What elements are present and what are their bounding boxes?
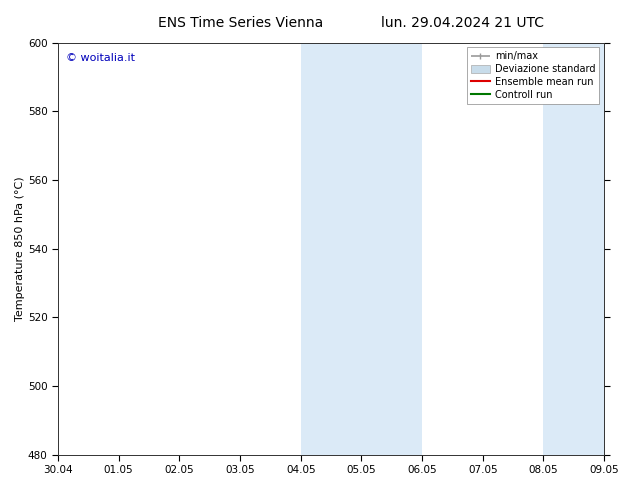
Bar — [361, 43, 422, 455]
Text: © woitalia.it: © woitalia.it — [66, 53, 135, 63]
Text: lun. 29.04.2024 21 UTC: lun. 29.04.2024 21 UTC — [381, 16, 545, 30]
Text: ENS Time Series Vienna: ENS Time Series Vienna — [158, 16, 323, 30]
Legend: min/max, Deviazione standard, Ensemble mean run, Controll run: min/max, Deviazione standard, Ensemble m… — [467, 48, 599, 104]
Y-axis label: Temperature 850 hPa (°C): Temperature 850 hPa (°C) — [15, 176, 25, 321]
Bar — [301, 43, 361, 455]
Bar — [543, 43, 604, 455]
